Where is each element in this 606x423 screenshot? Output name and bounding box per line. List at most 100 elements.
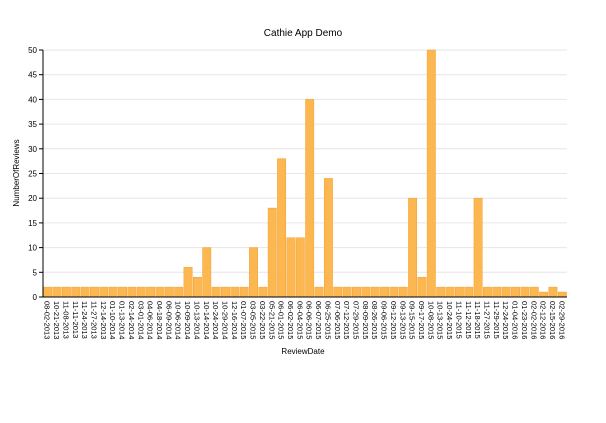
x-tick-label: 03-22-2015 xyxy=(258,301,267,339)
bar xyxy=(90,286,99,298)
x-tick-label: 05-21-2015 xyxy=(267,301,276,339)
x-tick-label: 08-02-2013 xyxy=(43,301,52,339)
x-tick-label: 10-13-2014 xyxy=(192,301,201,339)
x-tick-label: 11-12-2015 xyxy=(464,301,473,339)
y-axis-label: NumberOfReviews xyxy=(12,139,21,206)
bar xyxy=(380,286,389,298)
bar xyxy=(146,286,156,298)
x-tick-label: 12-24-2015 xyxy=(501,301,510,339)
bar xyxy=(361,286,371,298)
x-tick-label: 11-24-2013 xyxy=(80,301,89,339)
x-tick-label: 01-10-2014 xyxy=(108,301,117,339)
x-tick-label: 06-07-2015 xyxy=(314,301,323,339)
x-tick-label: 06-25-2015 xyxy=(323,301,332,339)
bar xyxy=(249,247,258,298)
x-tick-label: 11-29-2015 xyxy=(492,301,501,339)
bar xyxy=(539,291,549,298)
bar xyxy=(277,158,287,298)
bar xyxy=(557,291,567,298)
bar xyxy=(118,286,127,298)
bar xyxy=(417,276,427,298)
bar xyxy=(314,286,324,298)
x-tick-label: 10-24-2015 xyxy=(445,301,454,339)
x-tick-label: 07-12-2015 xyxy=(342,301,351,339)
bar xyxy=(529,286,539,298)
x-tick-label: 02-12-2016 xyxy=(539,301,548,339)
x-tick-label: 02-29-2016 xyxy=(557,301,566,339)
y-tick-label: 25 xyxy=(28,170,37,179)
x-tick-label: 11-27-2015 xyxy=(482,301,491,339)
bar xyxy=(445,286,455,298)
y-tick-label: 40 xyxy=(28,95,37,104)
x-tick-label: 01-07-2015 xyxy=(239,301,248,339)
bar xyxy=(211,286,221,298)
x-tick-label: 10-29-2014 xyxy=(220,301,229,339)
x-tick-label: 08-09-2015 xyxy=(361,301,370,339)
bar xyxy=(473,197,483,298)
bar xyxy=(43,286,53,298)
x-tick-label: 11-08-2013 xyxy=(61,301,70,339)
bar xyxy=(483,286,492,298)
x-tick-label: 01-23-2016 xyxy=(520,301,529,339)
x-tick-label: 09-15-2015 xyxy=(408,301,417,339)
x-tick-label: 06-01-2015 xyxy=(277,301,286,339)
y-tick-label: 35 xyxy=(28,120,37,129)
bar xyxy=(511,286,520,298)
x-tick-label: 12-16-2014 xyxy=(230,301,239,339)
x-tick-label: 12-14-2013 xyxy=(99,301,108,339)
chart-title: Cathie App Demo xyxy=(264,28,343,39)
bar xyxy=(202,247,212,298)
x-axis-label: ReviewDate xyxy=(281,347,325,356)
x-tick-label: 11-27-2013 xyxy=(89,301,98,339)
bar xyxy=(333,286,343,298)
x-tick-label: 04-06-2014 xyxy=(146,301,155,339)
bar xyxy=(164,286,174,298)
bar xyxy=(454,286,464,298)
bar xyxy=(183,267,193,298)
y-tick-label: 45 xyxy=(28,71,37,80)
bar xyxy=(352,286,361,298)
x-tick-label: 02-14-2014 xyxy=(127,301,136,339)
bar xyxy=(52,286,62,298)
bar xyxy=(71,286,81,298)
x-tick-label: 07-06-2015 xyxy=(333,301,342,339)
x-tick-label: 06-09-2014 xyxy=(164,301,173,339)
bar xyxy=(426,49,436,298)
bar xyxy=(520,286,530,298)
bar xyxy=(230,286,240,298)
x-tick-label: 01-04-2016 xyxy=(511,301,520,339)
bar xyxy=(258,286,268,298)
x-tick-label: 09-06-2015 xyxy=(380,301,389,339)
y-tick-label: 30 xyxy=(28,145,37,154)
bar xyxy=(136,286,146,298)
bar xyxy=(464,286,474,298)
x-tick-label: 08-26-2015 xyxy=(370,301,379,339)
bar xyxy=(221,286,230,298)
x-tick-label: 01-13-2014 xyxy=(118,301,127,339)
x-tick-label: 11-10-2015 xyxy=(454,301,463,339)
bar xyxy=(398,286,408,298)
bar xyxy=(286,237,296,298)
y-tick-label: 0 xyxy=(33,293,38,302)
x-tick-label: 10-08-2015 xyxy=(426,301,435,339)
bar xyxy=(323,178,333,298)
bar xyxy=(436,286,446,298)
x-tick-label: 10-09-2014 xyxy=(183,301,192,339)
bar xyxy=(80,286,90,298)
bar xyxy=(108,286,118,298)
x-tick-label: 09-12-2015 xyxy=(389,301,398,339)
x-tick-label: 09-13-2015 xyxy=(398,301,407,339)
x-tick-label: 06-06-2015 xyxy=(305,301,314,339)
x-tick-label: 10-06-2014 xyxy=(174,301,183,339)
x-tick-label: 11-11-2013 xyxy=(71,301,80,338)
x-tick-label: 02-15-2016 xyxy=(548,301,557,339)
x-tick-label: 04-18-2014 xyxy=(155,301,164,339)
x-tick-label: 03-05-2015 xyxy=(249,301,258,339)
bar xyxy=(389,286,399,298)
bar xyxy=(370,286,380,298)
x-tick-label: 02-02-2016 xyxy=(529,301,538,339)
x-tick-label: 07-29-2015 xyxy=(351,301,360,339)
x-tick-label: 06-02-2015 xyxy=(286,301,295,339)
x-tick-label: 10-21-2013 xyxy=(52,301,61,339)
